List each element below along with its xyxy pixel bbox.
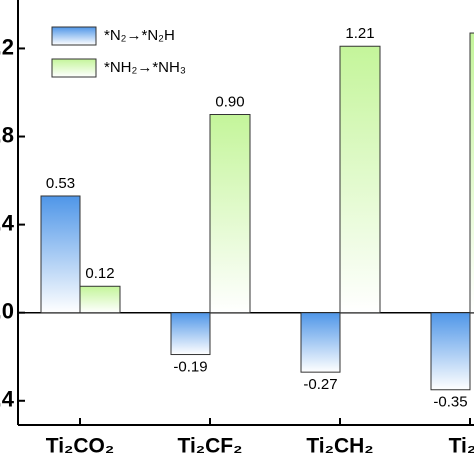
x-tick-label: Ti₂CO₂	[46, 435, 114, 458]
x-tick-label: Ti₂C	[449, 435, 474, 458]
bar	[209, 114, 251, 314]
bar	[300, 312, 341, 373]
y-tick-label: 0.0	[0, 299, 14, 324]
bar	[170, 312, 211, 356]
legend-swatch	[51, 58, 97, 78]
value-label: -0.27	[303, 376, 337, 393]
y-tick-label: 0.8	[0, 122, 14, 147]
x-tick-label: Ti₂CH₂	[306, 435, 373, 458]
value-label: 0.53	[46, 175, 75, 192]
bar	[469, 32, 474, 314]
value-label: 0.12	[85, 265, 114, 282]
value-label: 1.21	[345, 25, 374, 42]
value-label: -0.35	[433, 394, 467, 411]
bar	[430, 312, 471, 391]
bar	[79, 285, 121, 314]
x-tick-label: Ti₂CF₂	[178, 435, 243, 458]
legend-swatch	[51, 26, 97, 46]
bar	[40, 195, 81, 314]
y-tick-label: 1.2	[0, 34, 14, 59]
legend-label: *N₂→*N₂H	[104, 27, 175, 44]
value-label: 0.90	[215, 93, 244, 110]
legend-label: *NH₂→*NH₃	[104, 59, 186, 76]
y-tick-label: -0.4	[0, 387, 15, 412]
y-tick-label: 0.4	[0, 210, 15, 235]
value-label: -0.19	[173, 359, 207, 376]
bar	[339, 45, 381, 314]
